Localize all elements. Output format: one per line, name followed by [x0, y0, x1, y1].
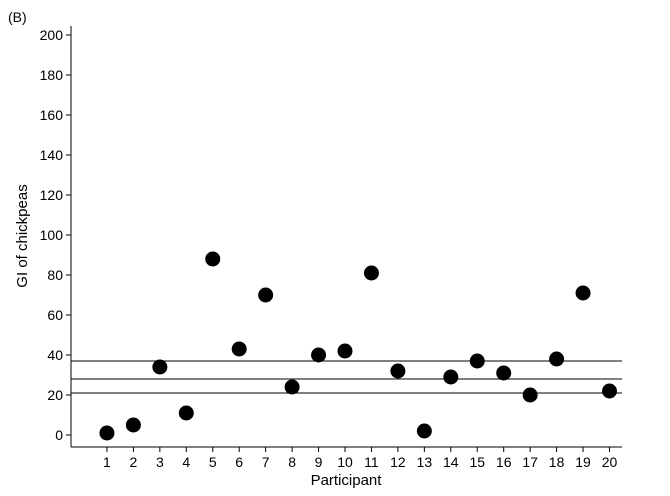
- data-point: [284, 379, 300, 395]
- x-tick-label: 12: [390, 454, 406, 470]
- x-tick-label: 4: [182, 454, 190, 470]
- y-tick-label: 60: [47, 307, 63, 323]
- data-point: [205, 251, 221, 267]
- data-point: [258, 287, 274, 303]
- data-point: [602, 383, 617, 399]
- data-points: [99, 251, 617, 441]
- x-axis-ticks: 1 2 3 4 5 6 7 8 9 10 11 12 13 14 15 16 17 18 19 20: [103, 447, 617, 470]
- data-point: [337, 343, 353, 359]
- x-tick-label: 16: [496, 454, 512, 470]
- data-point: [363, 265, 379, 281]
- x-tick-label: 7: [262, 454, 270, 470]
- x-tick-label: 15: [469, 454, 485, 470]
- x-tick-label: 6: [235, 454, 243, 470]
- x-tick-label: 10: [337, 454, 353, 470]
- x-tick-label: 18: [549, 454, 565, 470]
- y-axis-title: GI of chickpeas: [14, 184, 31, 287]
- data-point: [469, 353, 485, 369]
- y-tick-label: 180: [40, 67, 64, 83]
- panel-label: (B): [8, 9, 27, 25]
- axes: [70, 26, 622, 448]
- x-tick-label: 8: [288, 454, 296, 470]
- y-tick-label: 160: [40, 107, 64, 123]
- y-tick-label: 0: [55, 427, 63, 443]
- x-tick-label: 2: [130, 454, 138, 470]
- data-point: [178, 405, 194, 421]
- x-tick-label: 11: [364, 454, 379, 470]
- data-point: [575, 285, 591, 301]
- data-point: [443, 369, 459, 385]
- x-tick-label: 19: [575, 454, 591, 470]
- x-tick-label: 20: [602, 454, 618, 470]
- data-point: [522, 387, 538, 403]
- x-tick-label: 9: [315, 454, 323, 470]
- y-tick-label: 40: [47, 347, 63, 363]
- y-tick-label: 140: [40, 147, 64, 163]
- data-point: [390, 363, 406, 379]
- y-tick-label: 100: [40, 227, 64, 243]
- x-tick-label: 17: [522, 454, 538, 470]
- data-point: [311, 347, 327, 363]
- data-point: [496, 365, 512, 381]
- x-axis-title: Participant: [311, 472, 383, 489]
- data-point: [231, 341, 247, 357]
- data-point: [152, 359, 168, 375]
- y-tick-label: 80: [47, 267, 63, 283]
- y-axis-ticks: 0 20 40 60 80 100 120 140 160 180 200: [40, 27, 71, 443]
- data-point: [99, 425, 115, 441]
- x-tick-label: 14: [443, 454, 459, 470]
- x-tick-label: 1: [103, 454, 111, 470]
- data-point: [549, 351, 565, 367]
- x-tick-label: 5: [209, 454, 217, 470]
- y-tick-label: 200: [40, 27, 64, 43]
- data-point: [416, 423, 432, 439]
- y-tick-label: 120: [40, 187, 64, 203]
- data-point: [125, 417, 141, 433]
- x-tick-label: 3: [156, 454, 164, 470]
- x-tick-label: 13: [417, 454, 433, 470]
- y-tick-label: 20: [47, 387, 63, 403]
